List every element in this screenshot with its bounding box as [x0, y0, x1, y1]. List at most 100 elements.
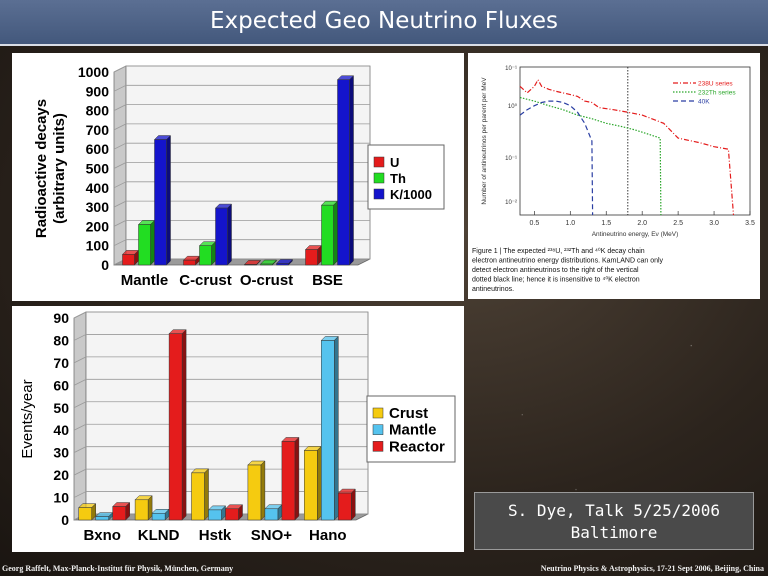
y-tick-label: 800	[86, 103, 110, 119]
y-tick-label: 0	[101, 257, 109, 273]
legend-label: Crust	[389, 405, 428, 422]
bar-th-o-crust	[260, 263, 273, 266]
x-tick-label: Hano	[309, 527, 347, 544]
y-tick-label: 100	[86, 238, 110, 254]
y-tick-label: 500	[86, 161, 110, 177]
gridline-side	[113, 220, 127, 227]
side-wall	[73, 311, 87, 521]
legend-label: K/1000	[390, 187, 432, 202]
y-tick-label: 300	[86, 199, 110, 215]
y-tick-label: 10	[53, 490, 69, 506]
bar-reactor-hano	[338, 492, 352, 521]
x-tick-label: Mantle	[121, 272, 169, 289]
bar-side	[211, 241, 216, 266]
gridline-side	[73, 491, 87, 498]
bar-th-c-crust	[199, 245, 212, 266]
figure-background	[468, 53, 760, 299]
x-tick-label: 2.5	[673, 220, 683, 227]
bar-k-1000-mantle	[154, 139, 167, 266]
y-axis-label: Radioactive decays(arbitrary units)	[33, 99, 68, 238]
legend-label: 232Th series	[698, 90, 736, 97]
y-tick-label: 20	[53, 467, 69, 483]
bar-k-1000-c-crust	[215, 207, 228, 266]
gridline-side	[73, 356, 87, 364]
legend-swatch	[372, 407, 384, 419]
legend-swatch	[372, 424, 384, 435]
caption-line: Figure 1 | The expected ²³⁸U, ²³²Th and …	[472, 247, 645, 255]
y-tick-label: 90	[53, 310, 69, 326]
x-tick-label: 3.0	[709, 220, 719, 227]
gridline-side	[73, 401, 87, 409]
gridline-side	[113, 200, 127, 208]
legend-label: Mantle	[389, 422, 437, 439]
legend-label: Reactor	[389, 438, 445, 455]
bar-side	[166, 134, 171, 266]
spectrum-figure: 0.5 1.0 1.5 2.0 2.5 3.0 3.5 10⁻¹ 10⁰ 10⁻¹ 10⁻² 238U…	[468, 53, 760, 299]
x-tick-label: SNO+	[251, 527, 293, 544]
gridline-side	[113, 84, 127, 92]
bar-reactor-bxno	[112, 506, 126, 521]
gridline-side	[73, 334, 87, 341]
bar-th-mantle	[138, 224, 151, 266]
gridline-side	[73, 468, 87, 476]
spectrum-line-2	[519, 100, 594, 216]
x-tick-label: 1.0	[565, 220, 575, 227]
slide-title: Expected Geo Neutrino Fluxes	[210, 8, 558, 34]
radioactive-decays-chart: 0 100 200 300 400 500 600 700 800 900 1000 Mantle C-…	[12, 53, 464, 301]
spectrum-svg: 0.5 1.0 1.5 2.0 2.5 3.0 3.5 10⁻¹ 10⁰ 10⁻¹ 10⁻² 238U…	[468, 53, 760, 299]
credit-line-1: S. Dye, Talk 5/25/2006	[508, 501, 720, 520]
y-tick-label: 200	[86, 218, 110, 234]
figure-frame	[519, 66, 751, 216]
x-tick-label: KLND	[138, 527, 180, 544]
spectrum-line-1	[519, 96, 662, 216]
bar-crust-bxno	[78, 507, 92, 521]
bar-crust-sno-	[247, 464, 262, 521]
gridline-side	[113, 162, 127, 169]
gridline-side	[113, 142, 127, 150]
y-tick-label: 400	[86, 180, 110, 196]
gridline-side	[113, 65, 127, 73]
bar-side	[317, 445, 322, 521]
y-tick-label: 0	[61, 512, 69, 528]
legend-swatch	[373, 172, 385, 184]
bar-mantle-klnd	[151, 513, 166, 521]
events-per-year-chart: 0 10 20 30 40 50 60 70 80 90 Bxno KLND Hstk SNO+ Hano E…	[12, 306, 464, 552]
x-tick-label: 3.5	[745, 220, 755, 227]
y-axis-label-line-1: Radioactive decays	[33, 99, 50, 238]
bar-side	[333, 200, 338, 266]
bar-side	[334, 335, 339, 521]
radioactive-decays-svg: 0 100 200 300 400 500 600 700 800 900 1000 Mantle C-…	[12, 53, 464, 301]
y-tick-label: 60	[53, 377, 69, 393]
bar-k-1000-bse	[337, 79, 350, 266]
legend-swatch	[372, 441, 384, 452]
bar-side	[260, 460, 266, 521]
gridline-side	[73, 423, 87, 431]
y-tick-label: 900	[86, 83, 110, 99]
gridline-side	[73, 446, 87, 454]
y-tick-label: 80	[53, 332, 69, 348]
events-per-year-svg: 0 10 20 30 40 50 60 70 80 90 Bxno KLND Hstk SNO+ Hano E…	[12, 306, 464, 552]
bar-reactor-hstk	[225, 508, 239, 521]
y-axis-label-line-2: (arbitrary units)	[51, 113, 68, 224]
x-tick-label: 2.0	[637, 220, 647, 227]
footer-right: Neutrino Physics & Astrophysics, 17-21 S…	[540, 564, 764, 573]
gridline-side	[113, 104, 127, 111]
bar-mantle-hstk	[208, 509, 222, 521]
y-tick-label: 10⁻¹	[505, 66, 517, 72]
bar-side	[150, 219, 155, 266]
bar-crust-hano	[304, 450, 318, 521]
y-tick-label: 10⁰	[508, 103, 518, 110]
spectrum-line-0	[519, 78, 735, 216]
y-tick-label: 10⁻²	[505, 200, 517, 206]
bar-u-o-crust	[244, 264, 257, 266]
legend-swatch	[373, 156, 385, 168]
x-tick-label: Hstk	[199, 527, 232, 544]
legend-label: 40K	[698, 99, 710, 106]
bar-th-bse	[321, 204, 334, 266]
gridline-side	[113, 239, 127, 247]
y-tick-label: 70	[53, 355, 69, 371]
caption-line: dotted black line; hence it is insensiti…	[472, 276, 640, 284]
gridline-side	[113, 181, 127, 189]
y-tick-label: 10⁻¹	[505, 156, 517, 162]
x-tick-label: O-crust	[240, 272, 293, 289]
